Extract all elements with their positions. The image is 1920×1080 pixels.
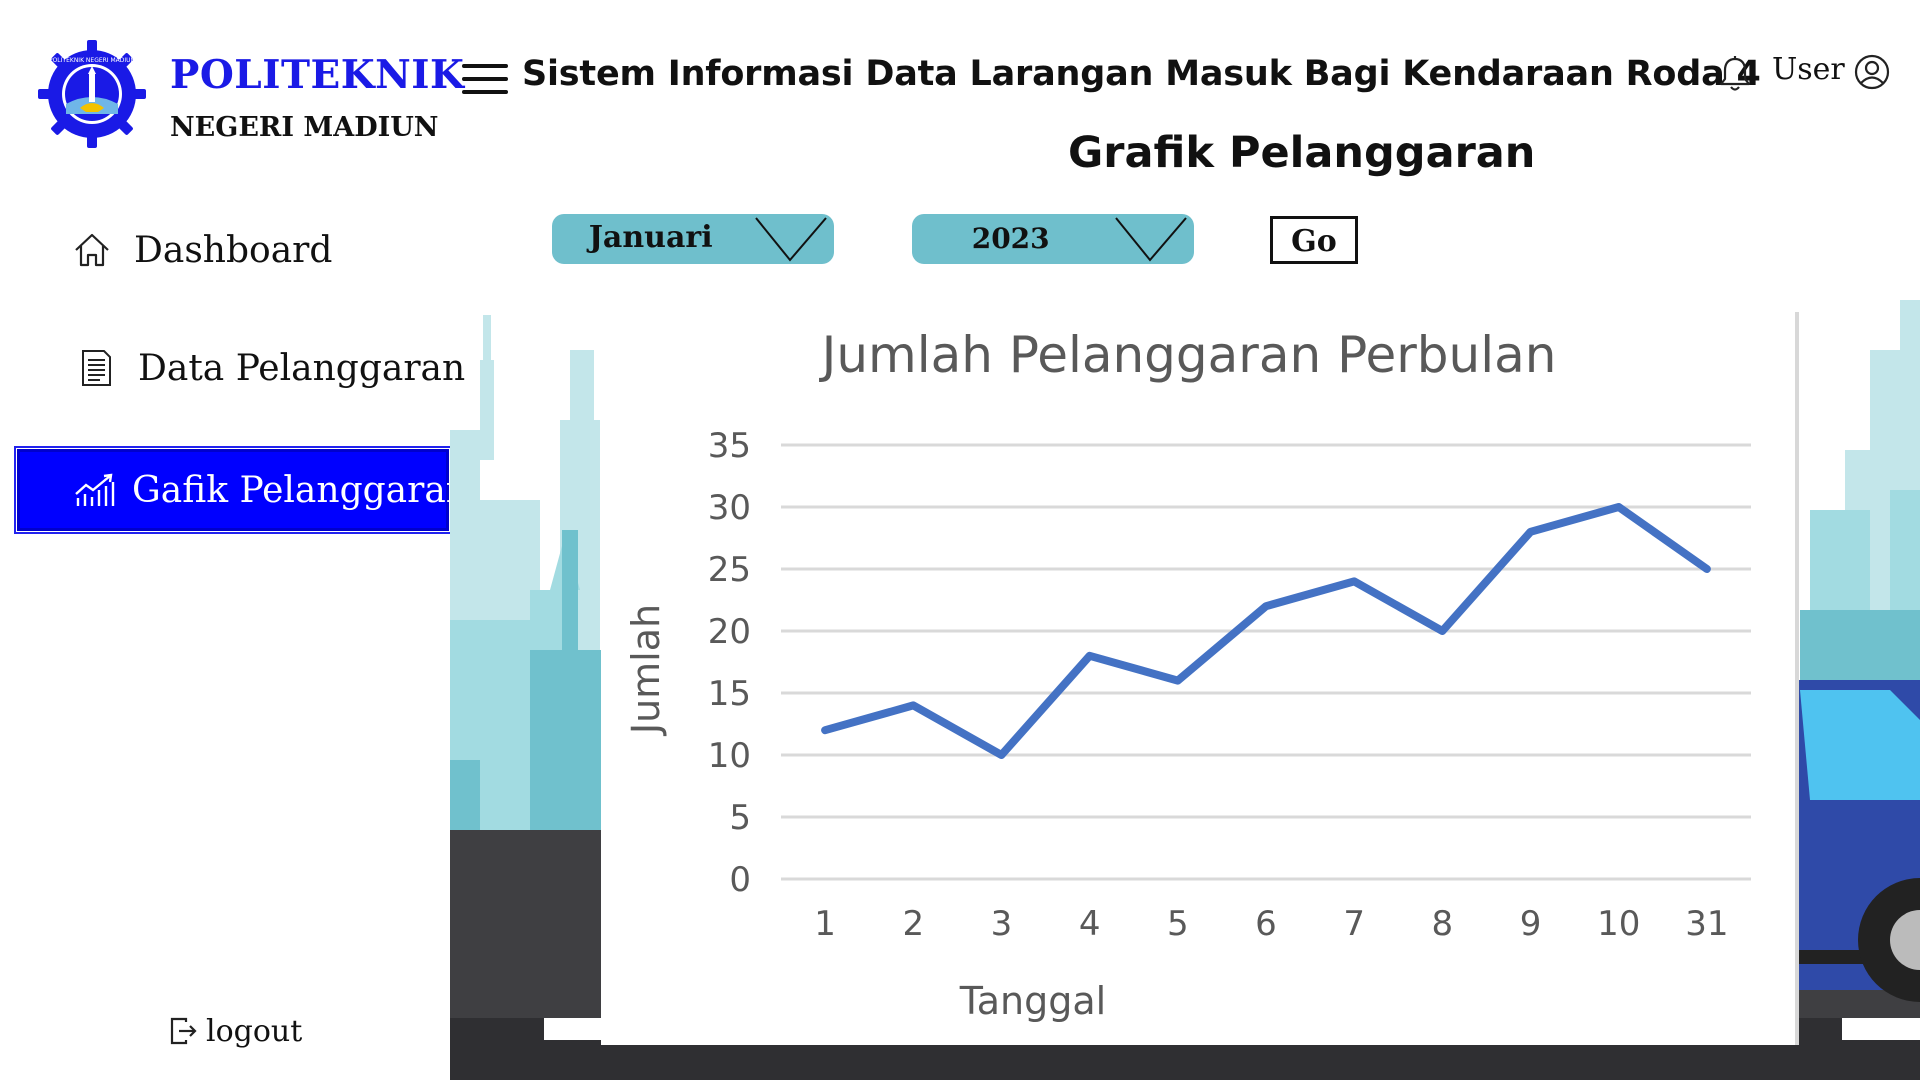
x-tick-label: 6 [1255, 904, 1277, 944]
page-title: Grafik Pelanggaran [1068, 128, 1536, 178]
x-tick-label: 1 [814, 904, 836, 944]
brand-name: POLITEKNIK [170, 52, 465, 98]
logout-icon [170, 1017, 197, 1045]
chart-card: Jumlah Pelanggaran Perbulan 0 5 10 15 20 25 30… [601, 312, 1799, 1045]
sidebar-item-label: Dashboard [134, 229, 333, 271]
year-select-value: 2023 [971, 222, 1050, 255]
line-chart: Jumlah Pelanggaran Perbulan 051015202530… [624, 326, 1751, 1023]
sidebar-item-label: Data Pelanggaran [138, 347, 466, 389]
sidebar-item-dashboard[interactable]: Dashboard [72, 222, 332, 278]
x-tick-label: 2 [902, 904, 924, 944]
menu-toggle-icon[interactable] [462, 62, 510, 98]
x-tick-label: 8 [1432, 904, 1454, 944]
x-tick-label: 4 [1079, 904, 1101, 944]
y-tick-label: 20 [708, 612, 751, 652]
home-icon [75, 233, 109, 267]
chevron-down-icon [1115, 217, 1187, 262]
year-select[interactable]: 2023 [912, 214, 1194, 264]
svg-text:POLITEKNIK NEGERI MADIUN: POLITEKNIK NEGERI MADIUN [49, 57, 135, 64]
logout-link[interactable]: logout [168, 1008, 302, 1054]
polinema-logo: POLITEKNIK NEGERI MADIUN [38, 40, 146, 148]
x-tick-label: 9 [1520, 904, 1542, 944]
x-axis-label: Tanggal [959, 979, 1106, 1023]
sidebar-item-data-pelanggaran[interactable]: Data Pelanggaran [76, 340, 465, 396]
sidebar-item-grafik-pelanggaran[interactable]: Gafik Pelanggaran [14, 446, 469, 534]
y-axis-label: Jumlah [624, 604, 668, 736]
y-tick-label: 25 [708, 550, 751, 590]
y-tick-label: 15 [708, 674, 751, 714]
y-tick-label: 0 [729, 860, 751, 900]
chart-icon [75, 473, 115, 506]
x-tick-label: 10 [1597, 904, 1640, 944]
sidebar-item-label: Gafik Pelanggaran [132, 469, 469, 511]
month-select-value: Januari [588, 220, 713, 255]
y-tick-label: 5 [729, 798, 751, 838]
user-avatar-icon[interactable] [1854, 54, 1890, 90]
x-tick-label: 3 [991, 904, 1013, 944]
go-button[interactable]: Go [1270, 216, 1358, 264]
y-tick-label: 10 [708, 736, 751, 776]
series-line [821, 503, 1711, 759]
x-tick-label: 7 [1343, 904, 1365, 944]
y-tick-label: 30 [708, 488, 751, 528]
user-label[interactable]: User [1772, 52, 1845, 87]
logout-label: logout [206, 1013, 303, 1049]
x-tick-label: 31 [1685, 904, 1728, 944]
month-select[interactable]: Januari [552, 214, 834, 264]
chart-title: Jumlah Pelanggaran Perbulan [819, 326, 1557, 384]
app-title: Sistem Informasi Data Larangan Masuk Bag… [522, 54, 1761, 94]
notification-bell-icon[interactable] [1718, 55, 1752, 93]
brand-subname: NEGERI MADIUN [170, 112, 439, 143]
x-tick-label: 5 [1167, 904, 1189, 944]
document-icon [82, 350, 111, 386]
y-tick-label: 35 [708, 426, 751, 466]
chevron-down-icon [755, 217, 827, 262]
